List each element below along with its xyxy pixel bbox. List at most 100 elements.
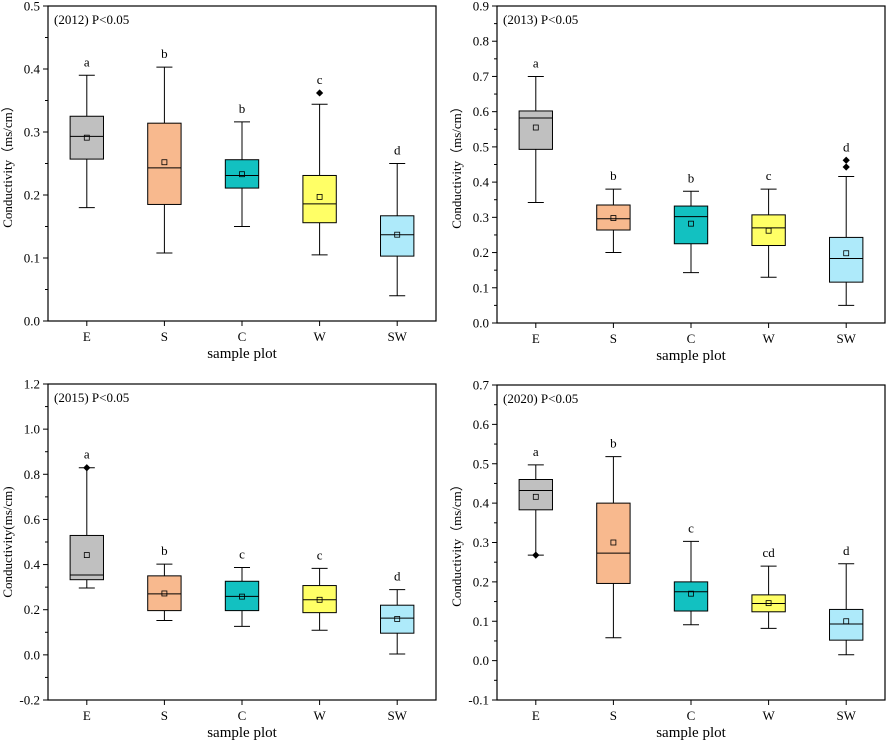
y-tick-label: 0.8 bbox=[473, 34, 489, 49]
outlier-point bbox=[532, 551, 540, 559]
mean-marker bbox=[610, 215, 617, 221]
chart-panel-3: -0.10.00.10.20.30.40.50.60.7EaSbCcWcdSWd… bbox=[449, 378, 886, 741]
mean-marker bbox=[843, 250, 850, 257]
box-S: Sb bbox=[596, 436, 631, 723]
x-tick-label: C bbox=[238, 708, 247, 723]
y-tick-label: 0.9 bbox=[473, 0, 489, 14]
x-tick-label: S bbox=[161, 708, 168, 723]
x-tick-label: C bbox=[238, 329, 247, 344]
significance-letter: c bbox=[766, 168, 772, 183]
significance-letter: b bbox=[161, 46, 168, 61]
y-tick-label: 0.7 bbox=[473, 69, 490, 84]
significance-letter: d bbox=[394, 143, 401, 158]
y-tick-label: -0.1 bbox=[468, 693, 489, 708]
box-E: Ea bbox=[69, 447, 104, 723]
y-tick-label: -0.2 bbox=[19, 693, 40, 708]
x-tick-label: C bbox=[687, 331, 696, 346]
box-E: Ea bbox=[518, 444, 553, 723]
iqr-box bbox=[147, 575, 182, 612]
iqr-box bbox=[69, 115, 104, 160]
y-axis-label: Conductivity（ms/cm） bbox=[0, 99, 15, 228]
x-axis-label: sample plot bbox=[207, 725, 277, 741]
x-axis-label: sample plot bbox=[207, 346, 277, 362]
iqr-box bbox=[147, 122, 182, 205]
significance-letter: b bbox=[610, 168, 617, 183]
y-tick-label: 0.2 bbox=[473, 245, 489, 260]
box-C: Cc bbox=[224, 547, 260, 723]
y-tick-label: 0.5 bbox=[24, 0, 40, 14]
box-W: Wc bbox=[302, 547, 337, 723]
plot-frame bbox=[496, 5, 886, 324]
y-axis-label: Conductivity（ms/cm） bbox=[449, 100, 464, 229]
mean-marker bbox=[610, 539, 617, 546]
x-tick-label: SW bbox=[387, 708, 407, 723]
x-tick-label: W bbox=[313, 329, 326, 344]
chart-panel-1: 0.00.10.20.30.40.50.60.70.80.9EaSbCbWcSW… bbox=[449, 0, 886, 364]
significance-letter: a bbox=[84, 54, 90, 69]
x-tick-label: W bbox=[762, 708, 775, 723]
box-S: Sb bbox=[147, 543, 182, 723]
y-tick-label: 0.5 bbox=[473, 456, 489, 471]
y-tick-label: 0.3 bbox=[473, 210, 489, 225]
mean-marker bbox=[83, 134, 90, 141]
x-tick-label: SW bbox=[387, 329, 407, 344]
y-tick-label: 0.0 bbox=[24, 314, 40, 329]
iqr-box bbox=[673, 205, 709, 245]
iqr-box bbox=[596, 502, 631, 584]
box-W: Wc bbox=[302, 72, 337, 344]
box-SW: SW d bbox=[829, 543, 864, 723]
mean-marker bbox=[532, 124, 539, 131]
mean-marker bbox=[239, 171, 245, 178]
box-C: Cb bbox=[673, 170, 709, 346]
y-tick-label: 0.1 bbox=[473, 280, 489, 295]
y-tick-label: 0.4 bbox=[24, 62, 41, 77]
chart-panel-2: -0.20.00.20.40.60.81.01.2EaSbCcWcSWd(201… bbox=[0, 377, 437, 741]
y-tick-label: 0.6 bbox=[473, 417, 490, 432]
significance-letter: c bbox=[317, 547, 323, 562]
mean-marker bbox=[161, 590, 168, 597]
significance-letter: c bbox=[239, 547, 245, 562]
y-tick-label: 0.4 bbox=[473, 496, 490, 511]
x-tick-label: W bbox=[313, 708, 326, 723]
panel-title: (2015) P<0.05 bbox=[54, 390, 129, 405]
x-axis-label: sample plot bbox=[656, 348, 726, 364]
significance-letter: c bbox=[317, 72, 323, 87]
y-tick-label: 0.0 bbox=[473, 316, 489, 331]
mean-marker bbox=[394, 231, 401, 238]
box-S: Sb bbox=[596, 168, 631, 346]
panel-title: (2013) P<0.05 bbox=[503, 12, 578, 27]
iqr-box bbox=[380, 604, 415, 634]
iqr-box bbox=[829, 608, 864, 641]
plot-frame bbox=[47, 383, 437, 701]
y-tick-label: 0.4 bbox=[473, 175, 490, 190]
y-tick-label: 0.5 bbox=[473, 139, 489, 154]
mean-marker bbox=[688, 220, 694, 227]
mean-marker bbox=[83, 552, 90, 558]
mean-marker bbox=[239, 593, 245, 600]
x-tick-label: SW bbox=[836, 331, 856, 346]
outlier-point bbox=[83, 464, 91, 472]
x-tick-label: C bbox=[687, 708, 696, 723]
box-SW: SW d bbox=[380, 143, 415, 344]
iqr-box bbox=[380, 215, 415, 257]
iqr-box bbox=[751, 214, 786, 247]
mean-marker bbox=[532, 493, 539, 500]
outlier-point bbox=[842, 163, 850, 171]
significance-letter: a bbox=[533, 444, 539, 459]
mean-marker bbox=[688, 590, 694, 597]
iqr-box bbox=[829, 236, 864, 283]
x-tick-label: S bbox=[161, 329, 168, 344]
x-tick-label: E bbox=[83, 329, 91, 344]
y-tick-label: 0.4 bbox=[24, 557, 41, 572]
outlier-point bbox=[316, 89, 324, 97]
significance-letter: d bbox=[394, 569, 401, 584]
y-tick-label: 1.0 bbox=[24, 422, 40, 437]
mean-marker bbox=[394, 616, 401, 622]
y-tick-label: 0.3 bbox=[473, 535, 489, 550]
box-W: Wcd bbox=[751, 545, 786, 723]
y-axis-label: Conductivity（ms/cm） bbox=[449, 478, 464, 607]
significance-letter: b bbox=[688, 170, 695, 185]
x-tick-label: S bbox=[610, 708, 617, 723]
outlier-point bbox=[842, 156, 850, 164]
